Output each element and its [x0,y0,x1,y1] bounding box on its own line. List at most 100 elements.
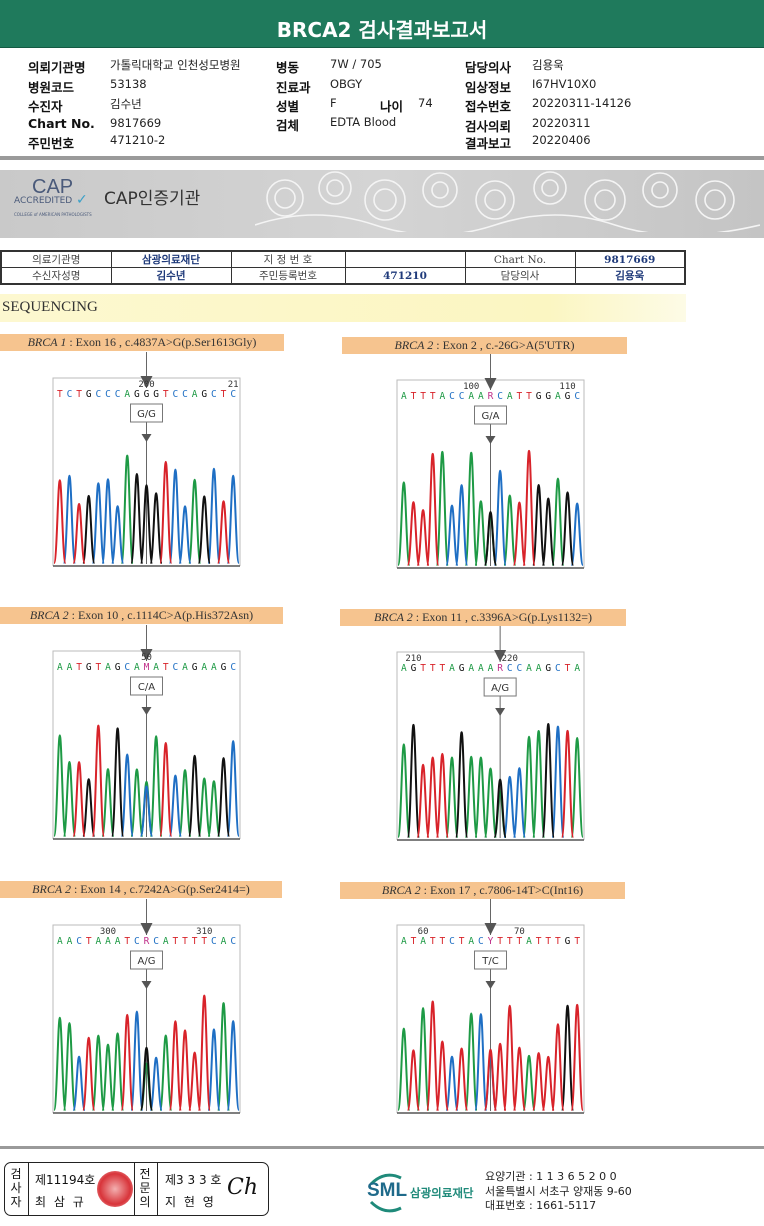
genotype: T/C [481,956,498,967]
arrow-down-icon [495,708,506,716]
base-call: M [144,662,150,673]
base-call: C [182,389,188,400]
base-call: G [115,662,121,673]
position-tick: 50 [141,653,152,663]
base-call: G [221,662,227,673]
cell: 주민등록번호 [230,267,346,285]
variant-description: : Exon 2 , c.-26G>A(5'UTR) [433,338,575,352]
base-call: A [201,662,207,673]
base-call: A [124,389,130,400]
base-call: R [497,663,503,674]
genotype: G/G [137,409,156,420]
base-call: T [507,936,513,947]
base-call: A [449,663,455,674]
gene-name: BRCA 2 [381,883,421,897]
base-call: T [439,936,445,947]
trace-C [445,469,584,566]
base-call: T [76,662,82,673]
base-call: A [478,391,484,402]
base-call: A [536,663,542,674]
base-call: A [555,391,561,402]
gene-name: BRCA 2 [29,608,69,622]
examiner-label: 검사자 [10,1167,22,1209]
provider-code: 요양기관 : 1 1 3 6 5 2 0 0 [485,1170,617,1183]
arrow-down-icon [140,376,153,388]
gene-name: BRCA 2 [32,882,71,896]
trace-A [53,734,221,837]
variant-label: BRCA 2 : Exon 11 , c.3396A>G(p.Lys1132=) [340,609,626,626]
label: 임상정보 [465,80,512,95]
cell: 471210 [344,267,466,285]
base-call: A [182,662,188,673]
label: 진료과 [276,80,311,95]
variant-label: BRCA 2 : Exon 14 , c.7242A>G(p.Ser2414=) [0,881,282,898]
position-tick: 60 [418,927,429,937]
base-call: C [76,936,82,947]
base-call: C [211,389,217,400]
value: F [330,96,337,110]
base-call: C [478,936,484,947]
base-call: T [420,663,426,674]
base-call: C [230,389,236,400]
cell: 수신자성명 [0,267,112,285]
cell: Chart No. [464,250,576,268]
cell: 의료기관명 [0,250,112,268]
base-call: C [459,391,465,402]
base-call: A [221,936,227,947]
divider [0,156,764,160]
arrow-down-icon [140,923,153,935]
base-call: C [67,389,73,400]
label: 의뢰기관명 [28,60,86,75]
base-call: Y [488,936,494,947]
base-call: C [105,389,111,400]
base-call: T [163,389,169,400]
logo-text: SML [367,1180,408,1201]
label: 검체 [276,118,300,133]
base-call: C [574,391,580,402]
base-call: A [67,662,73,673]
base-call: T [565,663,571,674]
variant-label: BRCA 2 : Exon 2 , c.-26G>A(5'UTR) [342,337,627,354]
table-row: 의료기관명 삼광의료재단 지 정 번 호 Chart No. 9817669 [0,250,686,268]
base-call: C [134,936,140,947]
base-call: A [192,389,198,400]
base-call: A [115,936,121,947]
base-call: T [57,389,63,400]
arrow-down-icon [141,707,152,715]
variant-description: : Exon 10 , c.1114C>A(p.His372Asn) [68,608,254,622]
position-tick: 300 [100,927,116,937]
base-call: T [411,391,417,402]
specialist-license: 제3 3 3 호 [165,1173,222,1187]
label: 접수번호 [465,99,512,114]
base-call: G [536,391,542,402]
trace-T [416,729,575,838]
base-call: A [526,936,532,947]
base-call: A [507,391,513,402]
cap-banner: CAP ACCREDITED ✓ COLLEGE of AMERICAN PAT… [0,170,764,238]
base-call: G [153,389,159,400]
position-tick: 100 [463,382,479,392]
logo-arc-icon [369,1173,402,1213]
base-call: A [468,663,474,674]
value: 김수년 [110,97,142,111]
trace-A [397,450,565,566]
label: 결과보고 [465,136,512,151]
section-heading: SEQUENCING [0,294,686,322]
value: EDTA Blood [330,115,397,129]
position-tick: 21 [228,380,239,390]
base-call: G [411,663,417,674]
base-call: A [67,936,73,947]
variant-label: BRCA 2 : Exon 10 , c.1114C>A(p.His372Asn… [0,607,283,624]
base-call: A [57,662,63,673]
base-call: T [76,389,82,400]
base-call: T [95,662,101,673]
patient-info: 의뢰기관명 가톨릭대학교 인천성모병원 병원코드 53138 수진자 김수년 Char… [0,0,764,156]
value: 53138 [110,77,147,91]
base-call: A [211,662,217,673]
base-call: T [86,936,92,947]
arrow-down-icon [485,436,496,444]
base-call: G [86,389,92,400]
trace-T [81,994,212,1111]
